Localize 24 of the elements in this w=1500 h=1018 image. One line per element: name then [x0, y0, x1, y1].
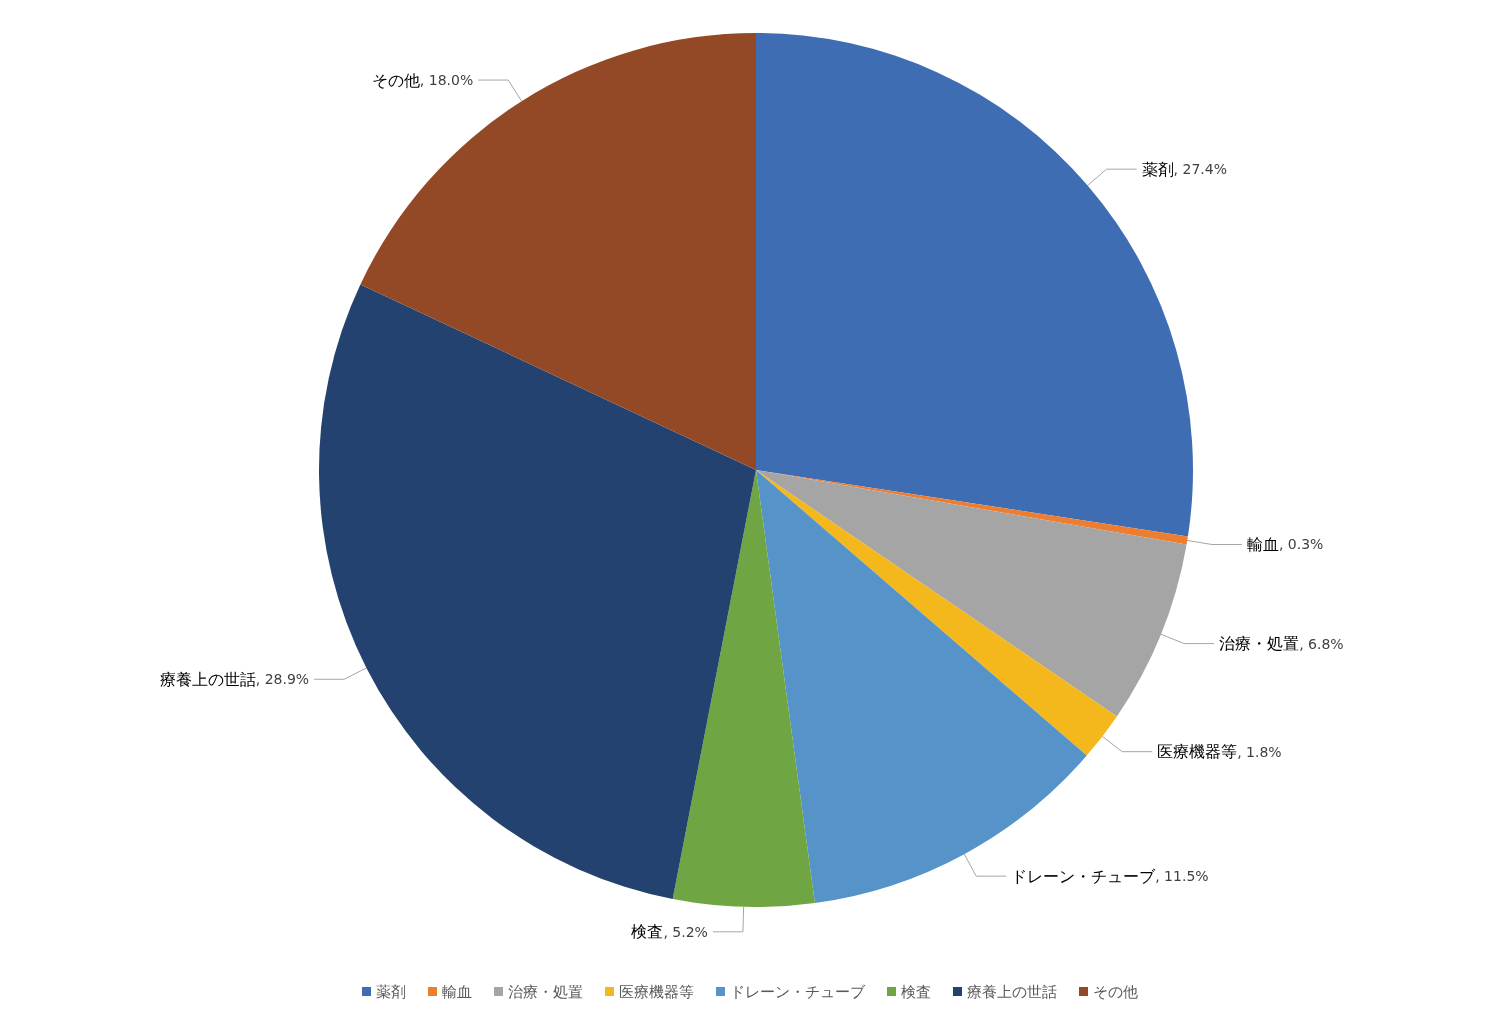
- legend-label: その他: [1093, 982, 1138, 1001]
- legend-label: 検査: [901, 982, 931, 1001]
- data-label: , 1.8%: [1237, 743, 1282, 760]
- slice-label: 輸血: [1246, 535, 1279, 554]
- legend-label: ドレーン・チューブ: [730, 982, 866, 1001]
- slice-label: その他: [371, 70, 420, 90]
- data-label: , 11.5%: [1155, 868, 1209, 885]
- slice-label: ドレーン・チューブ: [1011, 866, 1157, 886]
- data-label: , 27.4%: [1173, 161, 1227, 178]
- legend-label: 治療・処置: [508, 982, 583, 1001]
- data-label: , 6.8%: [1299, 635, 1344, 652]
- slice-label: 医療機器等: [1157, 742, 1238, 762]
- slice-label: 薬剤: [1141, 159, 1174, 179]
- legend-label: 医療機器等: [619, 982, 694, 1001]
- slice-label: 治療・処置: [1219, 634, 1300, 654]
- slice-label: 療養上の世話: [159, 669, 256, 689]
- data-label: , 0.3%: [1278, 536, 1324, 553]
- legend-label: 輸血: [442, 982, 472, 1001]
- data-label: , 18.0%: [419, 72, 474, 89]
- data-label: , 28.9%: [255, 671, 310, 688]
- legend-label: 薬剤: [376, 982, 406, 1001]
- data-label: , 5.2%: [663, 923, 708, 940]
- slice-label: 検査: [631, 922, 664, 942]
- legend-label: 療養上の世話: [967, 982, 1057, 1001]
